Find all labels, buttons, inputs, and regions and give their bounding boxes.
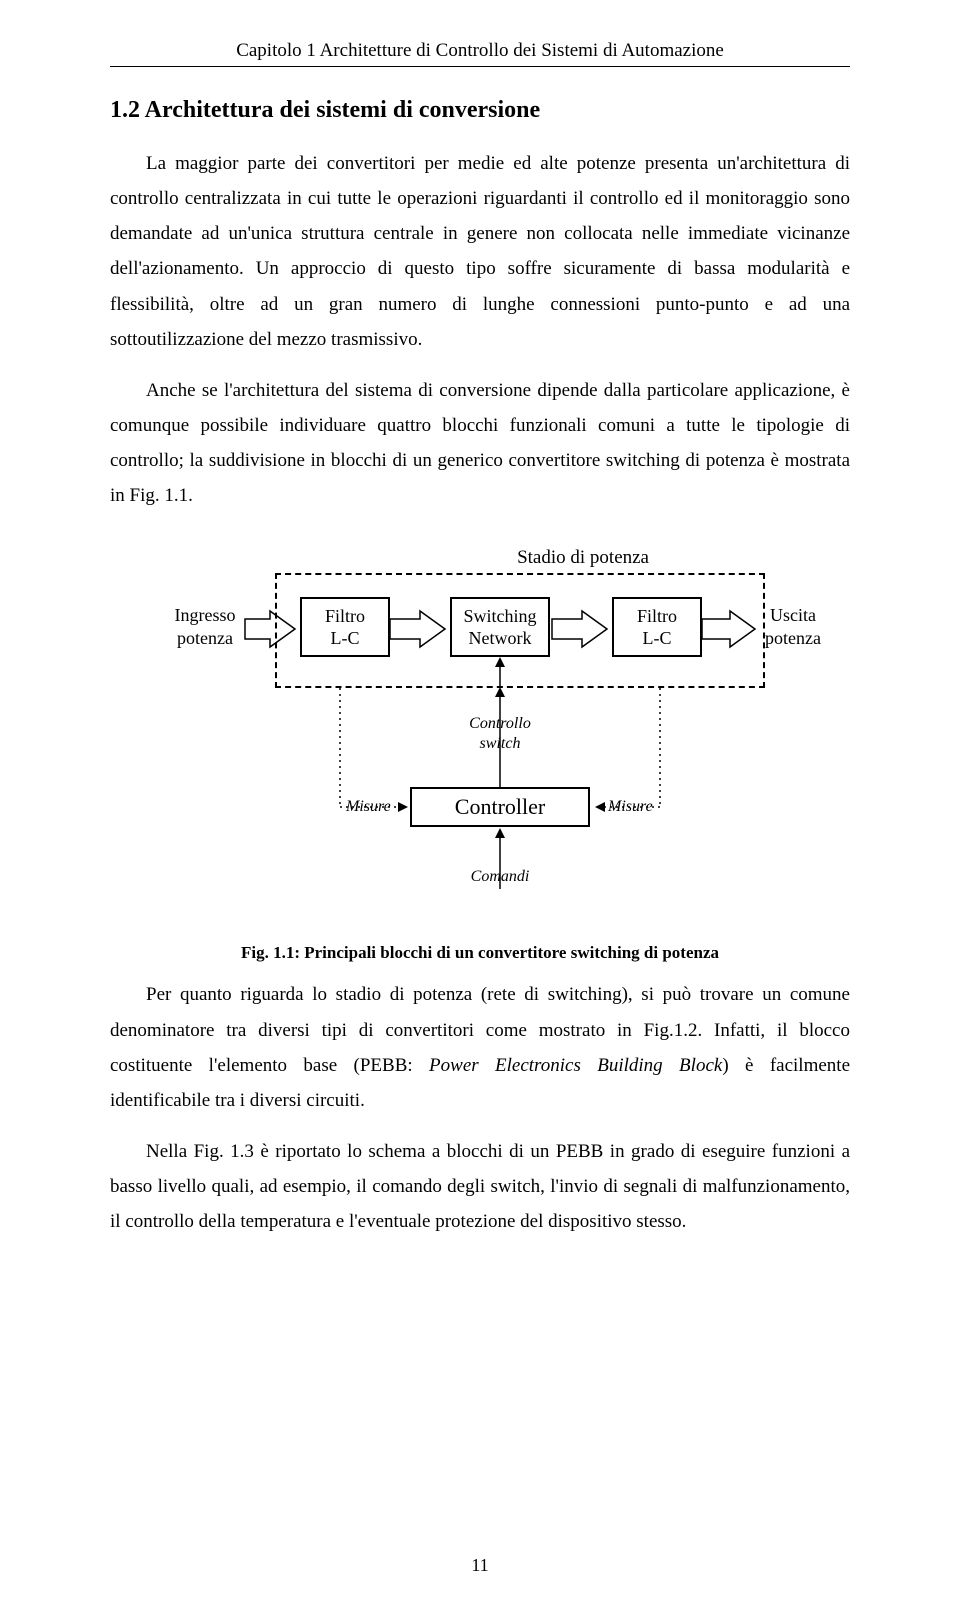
comandi-label: Comandi bbox=[470, 867, 530, 886]
power-stage-label: Stadio di potenza bbox=[511, 547, 655, 569]
page-number: 11 bbox=[0, 1555, 960, 1576]
block-switching: Switching Network bbox=[450, 597, 550, 657]
uscita-text-2: potenza bbox=[765, 628, 821, 648]
block-controller: Controller bbox=[410, 787, 590, 827]
paragraph-2: Anche se l'architettura del sistema di c… bbox=[110, 373, 850, 514]
filtro1-line2: L-C bbox=[331, 627, 360, 650]
paragraph-1: La maggior parte dei convertitori per me… bbox=[110, 146, 850, 357]
switching-line2: Network bbox=[469, 627, 532, 650]
filtro2-line1: Filtro bbox=[637, 605, 677, 628]
ctrlsw-line1: Controllo bbox=[469, 715, 531, 732]
paragraph-4: Nella Fig. 1.3 è riportato lo schema a b… bbox=[110, 1134, 850, 1239]
chapter-header: Capitolo 1 Architetture di Controllo dei… bbox=[110, 40, 850, 67]
ingress-label: Ingresso potenza bbox=[160, 604, 250, 649]
figure-1-1: Stadio di potenza Ingresso potenza Filtr… bbox=[160, 549, 800, 919]
uscita-label: Uscita potenza bbox=[758, 604, 828, 649]
ingress-text-1: Ingresso bbox=[175, 605, 236, 625]
figure-caption: Fig. 1.1: Principali blocchi di un conve… bbox=[110, 943, 850, 963]
controllo-switch-label: Controllo switch bbox=[460, 714, 540, 752]
switching-line1: Switching bbox=[463, 605, 536, 628]
uscita-text-1: Uscita bbox=[770, 605, 816, 625]
filtro1-line1: Filtro bbox=[325, 605, 365, 628]
misure-right-label: Misure bbox=[608, 797, 653, 816]
filtro2-line2: L-C bbox=[643, 627, 672, 650]
misure-left-label: Misure bbox=[346, 797, 391, 816]
paragraph-3: Per quanto riguarda lo stadio di potenza… bbox=[110, 977, 850, 1118]
ctrlsw-line2: switch bbox=[480, 735, 521, 752]
block-filtro-1: Filtro L-C bbox=[300, 597, 390, 657]
block-filtro-2: Filtro L-C bbox=[612, 597, 702, 657]
section-title: 1.2 Architettura dei sistemi di conversi… bbox=[110, 97, 850, 124]
ingress-text-2: potenza bbox=[177, 628, 233, 648]
